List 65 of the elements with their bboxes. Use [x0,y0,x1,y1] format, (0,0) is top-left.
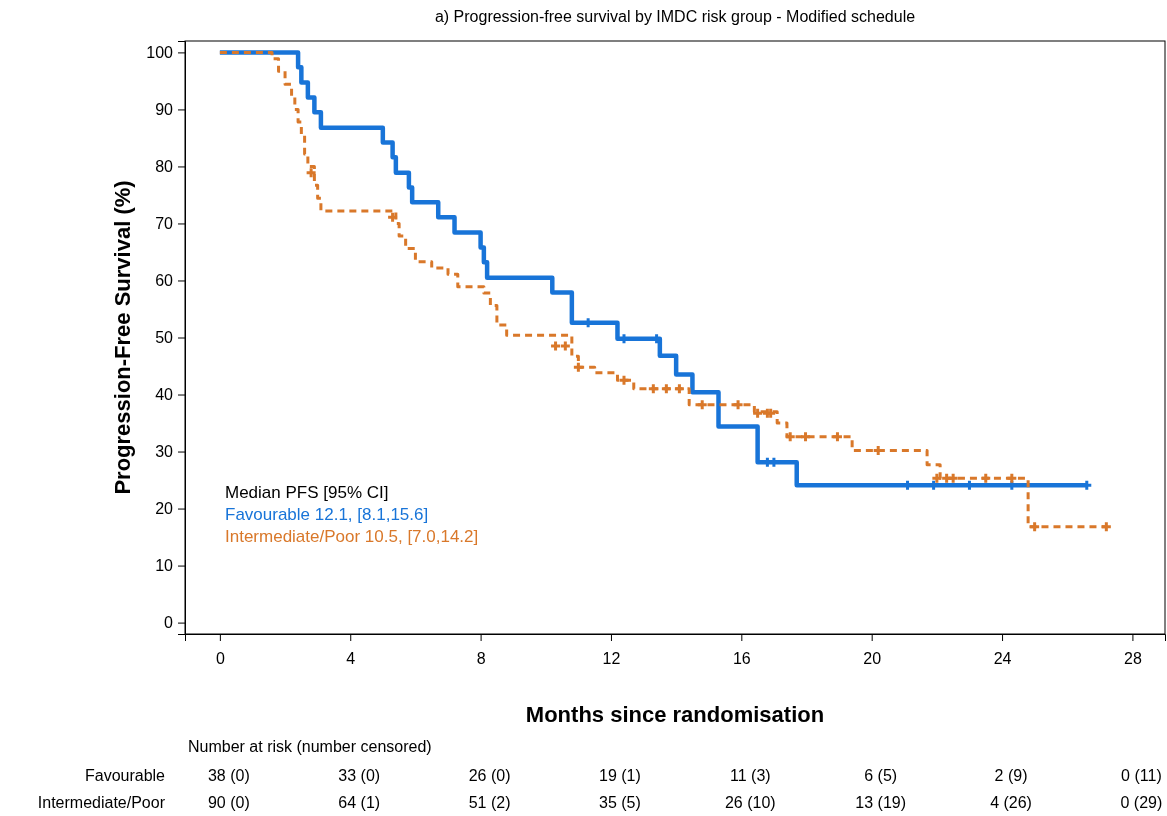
chart-title: a) Progression-free survival by IMDC risk group - Modified schedule [434,8,916,25]
text: 90 (0) [207,794,250,811]
x-tick-label: 16 [732,650,751,668]
text: Favourable 12.1, [8.1,15.6] [225,505,429,524]
point [801,432,811,442]
x-tick-label: 8 [476,650,486,668]
text: 26 (0) [468,767,511,784]
x-axis-title: Months since randomisation [525,702,825,727]
y-tick-label: 10 [155,557,174,575]
y-tick-label: 100 [146,44,174,62]
y-tick-label: 0 [164,614,174,632]
point [697,400,707,410]
y-tick-label: 40 [155,386,174,404]
text: 0 (11) [1121,767,1162,784]
y-tick-label: 70 [155,215,174,233]
point [733,400,743,410]
y-tick-label: 90 [155,101,174,119]
text: 26 (10) [724,794,776,811]
text: 64 (1) [338,794,381,811]
text: 13 (19) [855,794,907,811]
point [661,384,671,394]
y-tick-label: 60 [155,272,174,290]
text: 6 (5) [864,767,898,784]
y-tick-label: 20 [155,500,174,518]
point [674,384,684,394]
point [388,212,398,222]
text: Intermediate/Poor [37,794,166,811]
y-axis-title: Progression-Free Survival (%) [110,180,135,495]
text: Intermediate/Poor 10.5, [7.0,14.2] [225,527,479,546]
point [1030,522,1040,532]
point [573,362,583,372]
text: Number at risk (number censored) [188,738,432,755]
x-tick-label: 12 [602,650,621,668]
text: 19 (1) [599,767,641,784]
text: 35 (5) [599,794,641,811]
point [948,473,958,483]
y-tick-label: 50 [155,329,174,347]
point [1007,473,1017,483]
point [560,341,570,351]
point [753,408,763,418]
text: 33 (0) [338,767,381,784]
text: 0 (29) [1120,794,1163,811]
text: 4 (26) [990,794,1032,811]
point [981,473,991,483]
point [619,375,629,385]
text: 51 (2) [468,794,511,811]
point [648,384,658,394]
text: 2 (9) [994,767,1028,784]
y-tick-label: 80 [155,158,174,176]
x-tick-label: 20 [863,650,882,668]
text: 38 (0) [207,767,250,784]
point [551,341,561,351]
y-tick-label: 30 [155,443,174,461]
x-tick-label: 0 [215,650,225,668]
point [306,168,316,178]
text: 11 (3) [730,767,771,784]
x-tick-label: 28 [1124,650,1142,668]
x-tick-label: 4 [346,650,356,668]
point [932,473,942,483]
x-tick-label: 24 [993,650,1012,668]
point [1101,522,1111,532]
legend-title: Median PFS [95% CI] [225,483,389,502]
point [785,432,795,442]
point [832,432,842,442]
text: Favourable [84,767,166,784]
